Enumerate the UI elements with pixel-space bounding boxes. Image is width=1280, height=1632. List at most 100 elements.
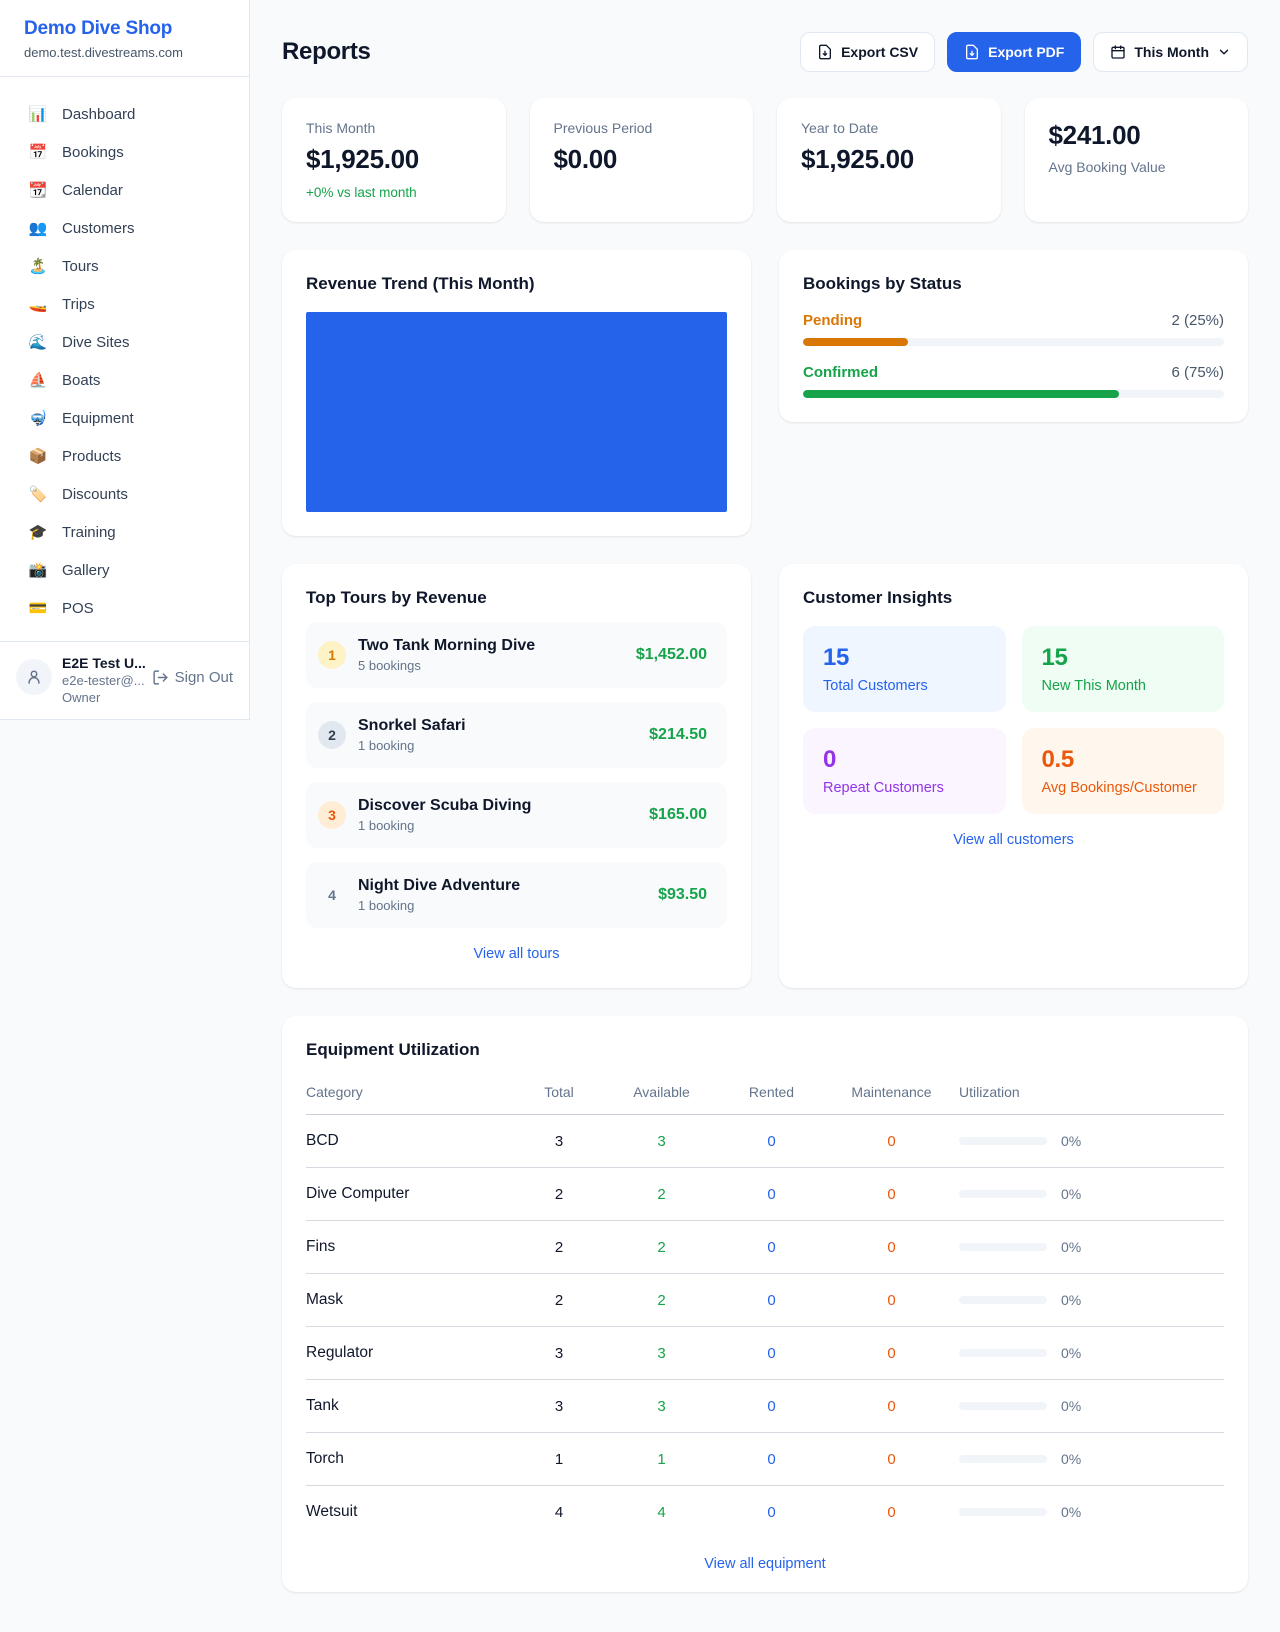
utilization-percent: 0% xyxy=(1061,1345,1082,1361)
top-tours-title: Top Tours by Revenue xyxy=(306,588,487,607)
shop-name: Demo Dive Shop xyxy=(24,18,173,39)
sidebar-item-label: Tours xyxy=(62,257,99,275)
table-row: Wetsuit 4 4 0 0 0% xyxy=(306,1486,1224,1539)
sidebar-item-customers[interactable]: 👥 Customers xyxy=(0,209,249,247)
sidebar-item-label: Trips xyxy=(62,295,95,313)
sidebar-item-training[interactable]: 🎓 Training xyxy=(0,513,249,551)
cell-available: 4 xyxy=(657,1503,666,1521)
user-name: E2E Test U... xyxy=(62,655,146,671)
sidebar-item-dashboard[interactable]: 📊 Dashboard xyxy=(0,95,249,133)
tour-bookings: 5 bookings xyxy=(358,658,421,673)
stat-value: $0.00 xyxy=(553,144,618,174)
sidebar-item-products[interactable]: 📦 Products xyxy=(0,437,249,475)
cell-category: Tank xyxy=(306,1379,514,1433)
sidebar-item-pos[interactable]: 💳 POS xyxy=(0,589,249,627)
cell-rented: 0 xyxy=(719,1432,824,1486)
credit-card-icon: 💳 xyxy=(28,600,48,617)
tile-label: Avg Bookings/Customer xyxy=(1041,780,1197,796)
sidebar-item-label: Calendar xyxy=(62,181,123,199)
cell-utilization: 0% xyxy=(959,1379,1224,1433)
tour-revenue: $214.50 xyxy=(649,726,707,743)
cell-rented: 0 xyxy=(719,1379,824,1433)
revenue-trend-card: Revenue Trend (This Month) xyxy=(282,250,751,536)
view-all-customers-link[interactable]: View all customers xyxy=(953,832,1074,848)
tile-value: 15 xyxy=(1041,644,1068,671)
island-icon: 🏝️ xyxy=(28,258,48,275)
charts-row: Revenue Trend (This Month) Bookings by S… xyxy=(282,250,1248,536)
calendar-date-icon: 📅 xyxy=(28,144,48,161)
stat-cards: This Month $1,925.00 +0% vs last month P… xyxy=(282,98,1248,222)
progress-fill xyxy=(803,338,909,346)
cell-utilization: 0% xyxy=(959,1326,1224,1380)
table-row: Regulator 3 3 0 0 0% xyxy=(306,1326,1224,1380)
sidebar-item-gallery[interactable]: 📸 Gallery xyxy=(0,551,249,589)
stat-label: Previous Period xyxy=(553,120,653,136)
sign-out-button[interactable]: Sign Out xyxy=(152,669,233,686)
utilization-percent: 0% xyxy=(1061,1186,1082,1202)
calendar-icon xyxy=(1111,45,1126,59)
cell-available: 3 xyxy=(604,1114,719,1168)
calendar-icon: 📆 xyxy=(28,182,48,199)
col-category: Category xyxy=(306,1074,514,1115)
sidebar-item-dive-sites[interactable]: 🌊 Dive Sites xyxy=(0,323,249,361)
tour-bookings: 1 booking xyxy=(358,738,415,753)
equipment-utilization-title: Equipment Utilization xyxy=(306,1040,480,1059)
tile-label: New This Month xyxy=(1041,678,1147,694)
cell-rented: 0 xyxy=(719,1167,824,1221)
sidebar: Demo Dive Shop demo.test.divestreams.com… xyxy=(0,0,250,720)
chevron-down-icon xyxy=(1219,49,1229,55)
file-download-icon xyxy=(819,44,832,60)
cell-maintenance: 0 xyxy=(887,1503,896,1521)
cell-available: 3 xyxy=(604,1379,719,1433)
sidebar-item-bookings[interactable]: 📅 Bookings xyxy=(0,133,249,171)
export-pdf-label: Export PDF xyxy=(988,44,1065,60)
sidebar-item-trips[interactable]: 🚤 Trips xyxy=(0,285,249,323)
sidebar-item-boats[interactable]: ⛵ Boats xyxy=(0,361,249,399)
avatar xyxy=(16,659,52,695)
rank-badge: 2 xyxy=(318,721,346,749)
sidebar-item-discounts[interactable]: 🏷️ Discounts xyxy=(0,475,249,513)
sidebar-item-calendar[interactable]: 📆 Calendar xyxy=(0,171,249,209)
cell-total: 3 xyxy=(514,1114,604,1168)
cell-available: 1 xyxy=(604,1432,719,1486)
logout-icon xyxy=(153,670,168,685)
sidebar-item-tours[interactable]: 🏝️ Tours xyxy=(0,247,249,285)
tile-label: Total Customers xyxy=(823,678,928,694)
bookings-by-status-card: Bookings by Status Pending 2 (25%) Confi… xyxy=(779,250,1248,422)
tile-total-customers: 15 Total Customers xyxy=(803,626,1006,712)
tile-value: 0 xyxy=(823,746,837,773)
utilization-percent: 0% xyxy=(1061,1133,1082,1149)
view-all-tours-link[interactable]: View all tours xyxy=(473,946,560,962)
tile-avg-bookings-customer: 0.5 Avg Bookings/Customer xyxy=(1021,728,1224,814)
cell-category: Mask xyxy=(306,1273,514,1327)
tour-row: 2 Snorkel Safari 1 booking $214.50 xyxy=(306,702,727,768)
tour-bookings: 1 booking xyxy=(358,898,415,913)
user-role: Owner xyxy=(62,690,101,705)
sidebar-item-equipment[interactable]: 🤿 Equipment xyxy=(0,399,249,437)
stat-card-this-month: This Month $1,925.00 +0% vs last month xyxy=(282,98,506,222)
utilization-bar xyxy=(959,1508,1047,1516)
utilization-percent: 0% xyxy=(1061,1292,1082,1308)
graduation-cap-icon: 🎓 xyxy=(28,524,48,541)
period-dropdown[interactable]: This Month xyxy=(1093,32,1248,72)
cell-category: Fins xyxy=(306,1220,514,1274)
cell-maintenance: 0 xyxy=(824,1167,959,1221)
cell-available: 2 xyxy=(604,1220,719,1274)
cell-total: 2 xyxy=(514,1273,604,1327)
sidebar-item-label: Equipment xyxy=(62,409,134,427)
cell-rented: 0 xyxy=(719,1220,824,1274)
view-all-equipment-link[interactable]: View all equipment xyxy=(704,1556,826,1572)
sidebar-item-label: Bookings xyxy=(62,143,124,161)
rank-badge: 3 xyxy=(318,801,346,829)
stat-delta: +0% vs last month xyxy=(306,185,417,200)
cell-maintenance: 0 xyxy=(824,1220,959,1274)
cell-rented: 0 xyxy=(719,1273,824,1327)
export-pdf-button[interactable]: Export PDF xyxy=(947,32,1082,72)
sidebar-item-label: Customers xyxy=(62,219,135,237)
export-csv-button[interactable]: Export CSV xyxy=(800,32,936,72)
cell-utilization: 0% xyxy=(959,1273,1224,1327)
package-icon: 📦 xyxy=(28,448,48,465)
header-actions: Export CSV Export PDF This Month xyxy=(800,32,1248,72)
customer-insights-title: Customer Insights xyxy=(803,588,953,607)
stat-value: $1,925.00 xyxy=(801,144,914,174)
